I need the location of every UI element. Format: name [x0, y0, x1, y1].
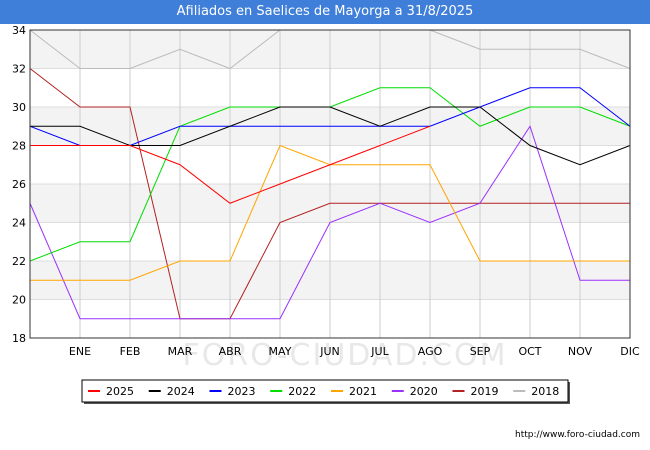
y-tick-label: 22 [12, 255, 26, 268]
x-tick-label: FEB [120, 345, 141, 358]
y-tick-label: 34 [12, 24, 26, 37]
legend-label-2018: 2018 [531, 385, 559, 398]
x-tick-label: JUN [319, 345, 340, 358]
legend-box [81, 379, 569, 403]
x-tick-label: JUL [370, 345, 389, 358]
x-axis-ticks: ENE FEB MAR ABR MAY JUN JUL AGO SEP OCT NOV DIC [69, 345, 640, 358]
legend-label-2020: 2020 [410, 385, 438, 398]
y-tick-label: 28 [12, 140, 26, 153]
x-tick-label: ENE [69, 345, 91, 358]
x-tick-label: MAR [168, 345, 193, 358]
legend-label-2023: 2023 [228, 385, 256, 398]
y-tick-label: 26 [12, 178, 26, 191]
y-tick-label: 20 [12, 294, 26, 307]
legend-label-2021: 2021 [349, 385, 377, 398]
plot-frame [29, 29, 631, 339]
y-axis-ticks: 18 20 22 24 26 28 30 32 34 [12, 24, 26, 345]
x-tick-label: ABR [219, 345, 242, 358]
series-line-2019 [29, 68, 630, 320]
series-lines [29, 29, 631, 320]
y-tick-label: 18 [12, 332, 26, 345]
chart-title: Afiliados en Saelices de Mayorga a 31/8/… [0, 0, 650, 24]
source-credit: http://www.foro-ciudad.com [515, 430, 640, 440]
x-tick-label: DIC [620, 345, 640, 358]
legend: 2025 2024 2023 2022 2021 2020 2019 2018 [81, 379, 570, 404]
x-tick-label: SEP [470, 345, 491, 358]
series-line-2020 [29, 125, 630, 320]
y-tick-label: 24 [12, 217, 26, 230]
y-tick-label: 32 [12, 63, 26, 76]
x-tick-label: AGO [418, 345, 443, 358]
legend-label-2022: 2022 [288, 385, 316, 398]
legend-label-2019: 2019 [471, 385, 499, 398]
series-line-2025 [30, 125, 431, 204]
legend-label-2024: 2024 [167, 385, 195, 398]
x-tick-label: OCT [518, 345, 541, 358]
x-tick-label: MAY [269, 345, 292, 358]
legend-label-2025: 2025 [106, 385, 134, 398]
watermark: FORO-CIUDAD.COM [183, 338, 508, 373]
y-tick-label: 30 [12, 101, 26, 114]
x-tick-label: NOV [568, 345, 593, 358]
